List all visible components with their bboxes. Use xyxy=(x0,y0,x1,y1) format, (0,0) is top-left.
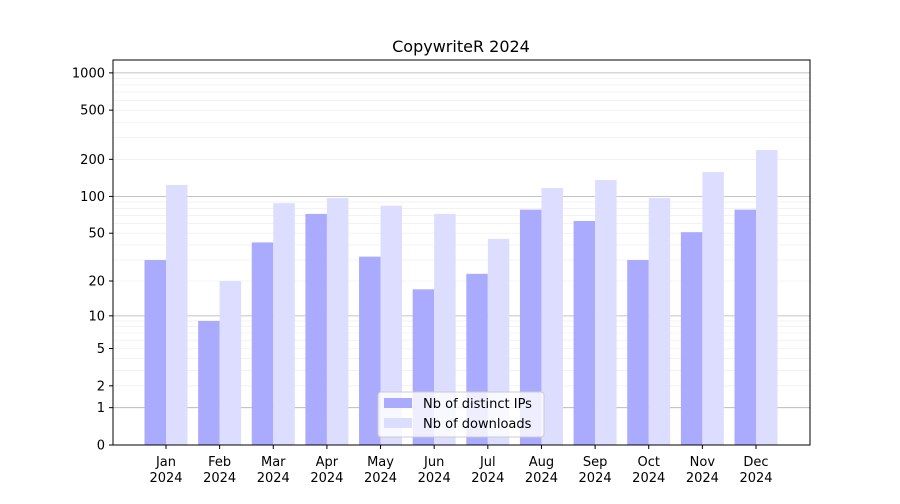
bar-distinct-ips xyxy=(198,320,220,445)
bar-distinct-ips xyxy=(251,242,274,445)
bar-downloads xyxy=(648,198,671,445)
y-tick-label: 100 xyxy=(80,190,105,205)
bar-downloads xyxy=(702,171,724,445)
legend-swatch xyxy=(384,418,412,428)
legend: Nb of distinct IPs Nb of downloads xyxy=(377,391,545,438)
y-tick-label: 2 xyxy=(97,379,105,394)
x-tick-label: Jan 2024 xyxy=(149,455,182,486)
y-tick-label: 1 xyxy=(97,401,105,416)
x-tick-label: Feb 2024 xyxy=(203,455,236,486)
y-tick-label: 50 xyxy=(88,227,105,242)
bar-downloads xyxy=(380,205,403,445)
bar-downloads xyxy=(166,184,188,445)
bar-downloads xyxy=(595,179,617,445)
chart-title: CopywriteR 2024 xyxy=(392,37,530,56)
bar-downloads xyxy=(273,203,295,445)
bar-distinct-ips xyxy=(680,232,703,445)
legend-label: Nb of distinct IPs xyxy=(423,397,532,412)
legend-swatch xyxy=(384,398,412,408)
x-tick-label: Nov 2024 xyxy=(686,455,719,486)
legend-label: Nb of downloads xyxy=(423,417,532,432)
bar-distinct-ips xyxy=(305,213,327,445)
x-tick-label: Jul 2024 xyxy=(471,455,504,486)
y-tick-label: 20 xyxy=(88,275,105,290)
plot-frame xyxy=(112,59,811,446)
y-tick-label: 5 xyxy=(97,342,105,357)
x-tick-label: Oct 2024 xyxy=(632,455,665,486)
y-tick-label: 1000 xyxy=(72,66,105,81)
bar-distinct-ips xyxy=(627,260,649,445)
bar-distinct-ips xyxy=(144,260,166,445)
bar-downloads xyxy=(434,213,456,445)
bar-downloads xyxy=(756,150,778,445)
bar-distinct-ips xyxy=(734,209,756,445)
bar-distinct-ips xyxy=(359,256,381,445)
y-tick-label: 500 xyxy=(80,104,105,119)
y-tick-label: 10 xyxy=(88,309,105,324)
y-tick-label: 200 xyxy=(80,153,105,168)
x-tick-label: Jun 2024 xyxy=(418,455,451,486)
bar-downloads xyxy=(541,188,563,445)
bar-distinct-ips xyxy=(519,209,542,445)
legend-box xyxy=(377,391,545,438)
bar-distinct-ips xyxy=(573,220,596,445)
x-tick-label: Aug 2024 xyxy=(525,455,558,486)
x-tick-label: Mar 2024 xyxy=(257,455,290,486)
bar-downloads xyxy=(326,198,349,445)
x-tick-label: Apr 2024 xyxy=(310,455,343,486)
x-tick-label: Sep 2024 xyxy=(579,455,612,486)
y-tick-label: 0 xyxy=(97,439,105,454)
bar-downloads xyxy=(219,281,242,445)
x-tick-label: May 2024 xyxy=(364,455,397,486)
x-tick-label: Dec 2024 xyxy=(739,455,772,486)
